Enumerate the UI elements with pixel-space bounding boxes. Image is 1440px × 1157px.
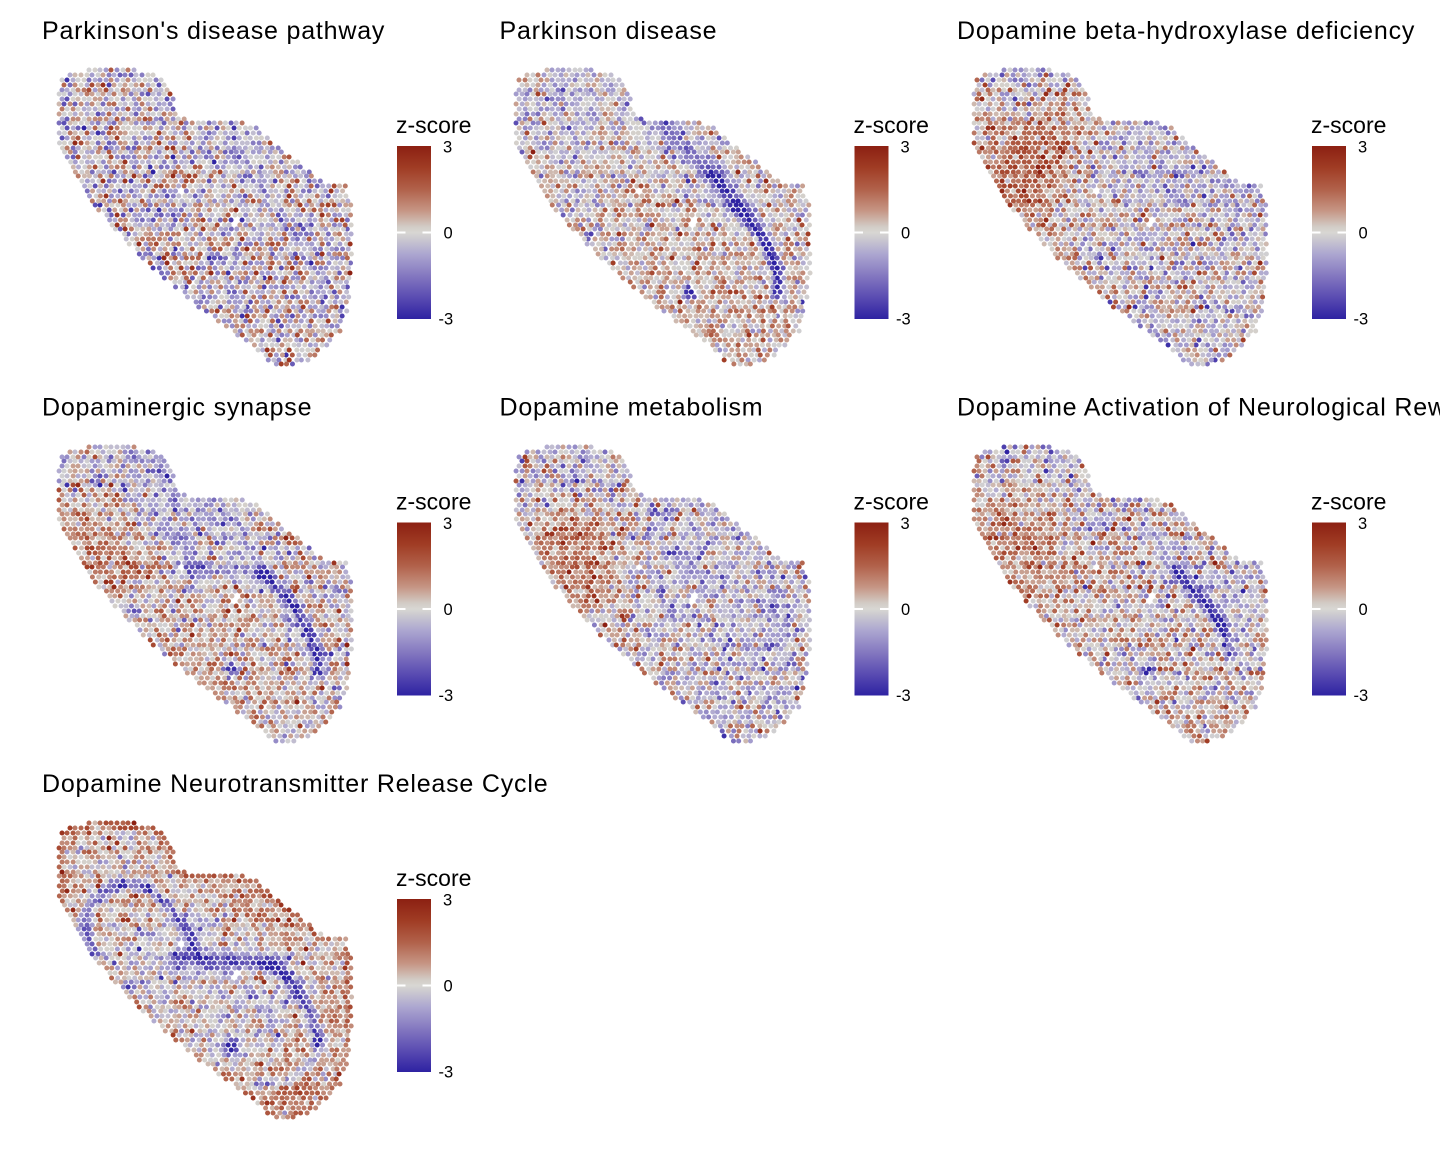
svg-text:Dopamine Activation of Neurolo: Dopamine Activation of Neurological Rewa… <box>957 394 1440 422</box>
svg-text:-3: -3 <box>896 311 911 329</box>
svg-text:z-score: z-score <box>396 112 471 138</box>
svg-text:-3: -3 <box>439 311 454 329</box>
svg-text:Dopamine beta-hydroxylase defi: Dopamine beta-hydroxylase deficiency <box>957 17 1415 45</box>
svg-text:z-score: z-score <box>854 112 929 138</box>
svg-text:-3: -3 <box>896 687 911 705</box>
svg-text:3: 3 <box>1358 139 1367 157</box>
svg-text:0: 0 <box>444 978 453 996</box>
svg-text:-3: -3 <box>1354 311 1369 329</box>
svg-text:0: 0 <box>1359 225 1368 243</box>
svg-text:0: 0 <box>444 225 453 243</box>
svg-text:-3: -3 <box>439 687 454 705</box>
svg-text:0: 0 <box>444 601 453 619</box>
svg-text:3: 3 <box>443 892 452 910</box>
svg-text:3: 3 <box>443 515 452 533</box>
svg-text:0: 0 <box>901 601 910 619</box>
svg-text:0: 0 <box>1359 601 1368 619</box>
svg-text:3: 3 <box>1358 515 1367 533</box>
svg-text:z-score: z-score <box>396 489 471 515</box>
svg-text:z-score: z-score <box>396 865 471 891</box>
svg-text:z-score: z-score <box>854 489 929 515</box>
svg-text:3: 3 <box>901 139 910 157</box>
svg-text:3: 3 <box>443 139 452 157</box>
svg-text:z-score: z-score <box>1311 489 1386 515</box>
svg-text:Dopamine metabolism: Dopamine metabolism <box>500 394 764 422</box>
svg-text:Parkinson disease: Parkinson disease <box>500 17 718 45</box>
svg-text:-3: -3 <box>439 1064 454 1082</box>
svg-text:Parkinson's disease pathway: Parkinson's disease pathway <box>42 17 385 45</box>
svg-text:0: 0 <box>901 225 910 243</box>
svg-text:z-score: z-score <box>1311 112 1386 138</box>
svg-text:Dopaminergic synapse: Dopaminergic synapse <box>42 394 312 422</box>
svg-text:-3: -3 <box>1354 687 1369 705</box>
svg-text:Dopamine Neurotransmitter Rele: Dopamine Neurotransmitter Release Cycle <box>42 770 548 798</box>
svg-text:3: 3 <box>901 515 910 533</box>
